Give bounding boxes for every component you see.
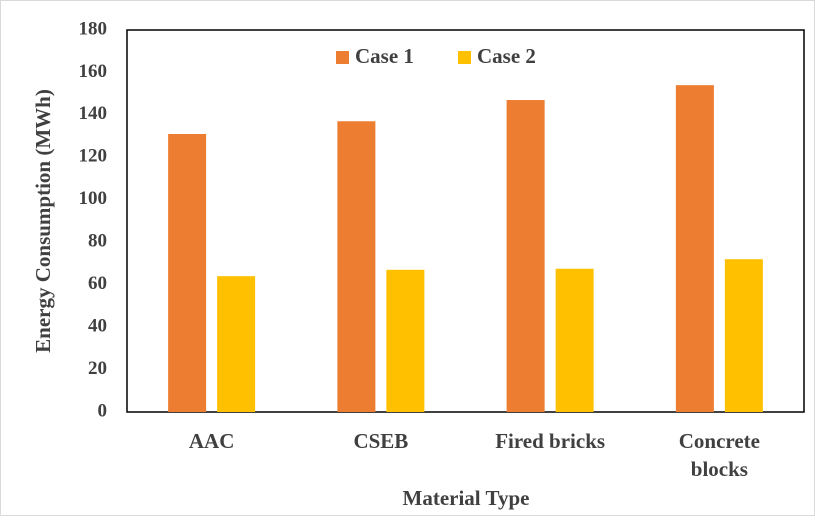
- bar-case-2-aac: [217, 276, 256, 412]
- plot-area-border: [126, 29, 805, 413]
- legend-swatch: [336, 51, 349, 64]
- y-tick-label: 0: [98, 400, 108, 421]
- bar-case-1-fired-bricks: [506, 100, 545, 413]
- x-tick-label: Fired bricks: [495, 429, 605, 453]
- x-axis-label: Material Type: [403, 486, 530, 510]
- bar-case-1-cseb: [337, 121, 376, 412]
- y-tick-label: 180: [79, 18, 108, 39]
- bars-group: [168, 85, 763, 413]
- x-tick-label: CSEB: [353, 429, 408, 453]
- y-tick-label: 120: [79, 146, 108, 167]
- legend-swatch: [458, 51, 471, 64]
- bar-case-1-concrete-blocks: [675, 85, 714, 412]
- x-tick-label: AAC: [189, 429, 235, 453]
- bar-case-1-aac: [168, 133, 207, 412]
- legend-label: Case 2: [477, 44, 536, 68]
- bar-case-2-cseb: [386, 269, 425, 412]
- y-axis: 0 20 40 60 80 100 120 140 160 180: [79, 18, 108, 421]
- y-axis-label: Energy Consumption (MWh): [31, 89, 55, 353]
- bar-case-2-concrete-blocks: [724, 259, 763, 412]
- x-axis: AAC CSEB Fired bricks Concrete blocks: [189, 429, 760, 481]
- y-tick-label: 140: [79, 103, 108, 124]
- y-tick-label: 40: [88, 315, 107, 336]
- legend: Case 1 Case 2: [336, 44, 536, 68]
- y-tick-label: 160: [79, 61, 108, 82]
- x-tick-label: Concrete blocks: [679, 429, 760, 481]
- bar-case-2-fired-bricks: [555, 268, 594, 412]
- y-tick-label: 60: [88, 273, 107, 294]
- legend-label: Case 1: [355, 44, 414, 68]
- y-tick-label: 80: [88, 231, 107, 252]
- y-tick-label: 100: [79, 188, 108, 209]
- y-tick-label: 20: [88, 358, 107, 379]
